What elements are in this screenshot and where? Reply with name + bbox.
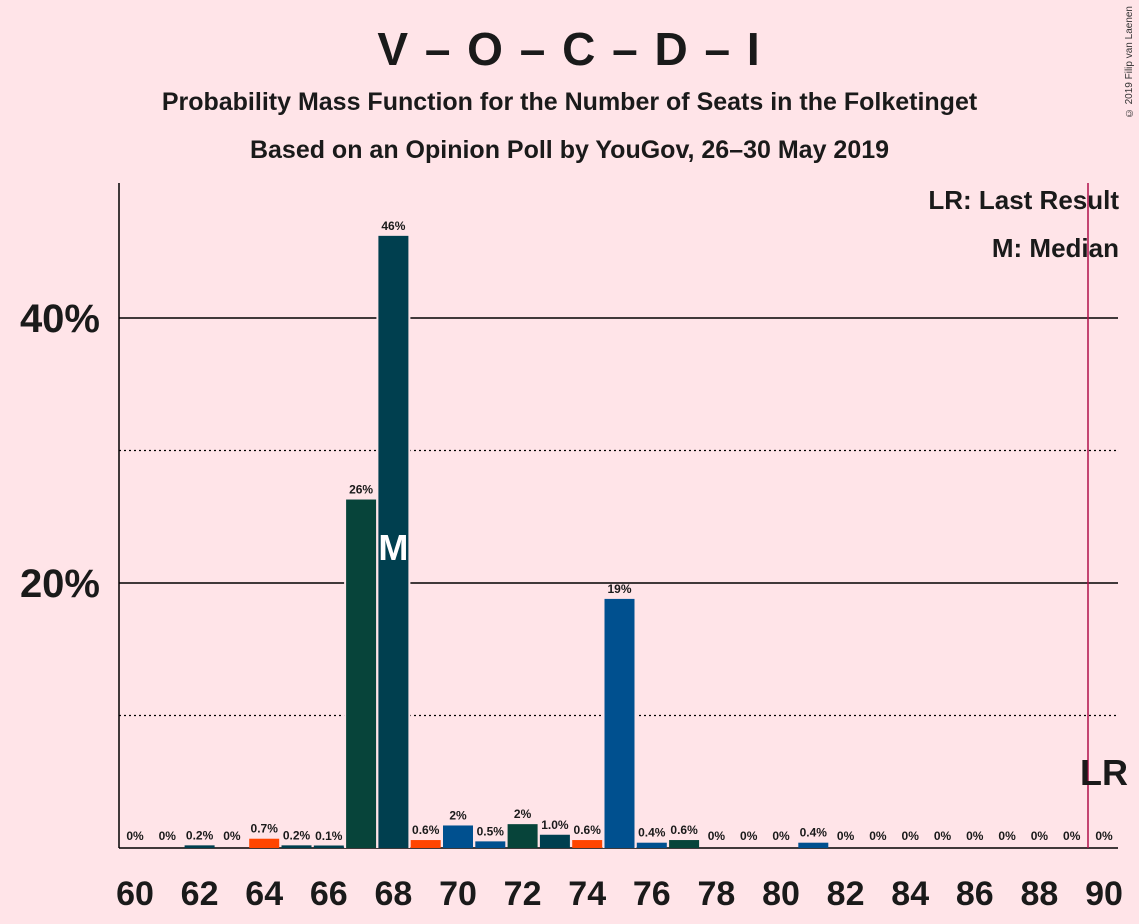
- bar: [410, 840, 441, 848]
- data-label: 0%: [159, 829, 177, 843]
- bar: [636, 842, 667, 848]
- data-label: 0.5%: [477, 824, 505, 838]
- bar: [475, 841, 506, 848]
- data-label: 0%: [1031, 829, 1049, 843]
- x-tick-label: 88: [1020, 875, 1058, 913]
- data-label: 0%: [772, 829, 790, 843]
- x-tick-label: 68: [374, 875, 412, 913]
- bar: [572, 840, 603, 848]
- data-label: 0.4%: [638, 826, 666, 840]
- bar: [443, 825, 473, 848]
- data-label: 19%: [607, 582, 631, 596]
- data-label: 0.4%: [800, 826, 828, 840]
- median-marker: M: [378, 527, 408, 568]
- data-label: 26%: [349, 483, 373, 497]
- data-label: 0%: [902, 829, 920, 843]
- x-tick-label: 66: [310, 875, 348, 913]
- data-label: 0.7%: [251, 822, 279, 836]
- data-label: 0%: [708, 829, 726, 843]
- data-label: 0.6%: [574, 823, 602, 837]
- x-tick-label: 78: [697, 875, 735, 913]
- chart-title: V – O – C – D – I: [377, 23, 762, 75]
- y-tick-label: 20%: [20, 562, 100, 606]
- data-label: 0%: [998, 829, 1016, 843]
- data-label: 46%: [381, 219, 405, 233]
- bar: [604, 598, 635, 848]
- bar: [669, 840, 700, 848]
- data-label: 0.6%: [670, 823, 698, 837]
- chart-subtitle-2: Based on an Opinion Poll by YouGov, 26–3…: [249, 136, 890, 164]
- data-label: 0.6%: [412, 823, 440, 837]
- bar: [281, 845, 312, 848]
- y-tick-label: 40%: [20, 297, 100, 341]
- x-tick-label: 84: [891, 875, 929, 913]
- data-label: 0%: [740, 829, 758, 843]
- x-tick-label: 74: [568, 875, 606, 913]
- data-label: 0%: [869, 829, 887, 843]
- bar: [346, 499, 377, 848]
- legend-last-result: LR: Last Result: [928, 185, 1119, 215]
- data-label: 0.1%: [315, 829, 343, 843]
- bar: [313, 845, 344, 848]
- bar: [184, 845, 215, 848]
- x-tick-label: 64: [245, 875, 283, 913]
- x-tick-label: 70: [439, 875, 477, 913]
- data-label: 0%: [1063, 829, 1081, 843]
- last-result-marker: LR: [1080, 752, 1128, 793]
- x-tick-label: 90: [1085, 875, 1123, 913]
- data-label: 0%: [934, 829, 952, 843]
- x-tick-label: 86: [956, 875, 994, 913]
- bar: [378, 235, 409, 849]
- data-label: 1.0%: [541, 818, 569, 832]
- legend-median: M: Median: [991, 233, 1119, 263]
- bar: [507, 824, 538, 848]
- data-label: 0.2%: [283, 828, 311, 842]
- x-tick-label: 76: [633, 875, 671, 913]
- bar: [798, 842, 829, 848]
- bar: [539, 834, 570, 848]
- x-tick-label: 60: [116, 875, 154, 913]
- data-label: 2%: [449, 808, 467, 822]
- chart-subtitle: Probability Mass Function for the Number…: [161, 88, 978, 116]
- x-tick-label: 80: [762, 875, 800, 913]
- x-tick-label: 72: [504, 875, 542, 913]
- x-tick-label: 82: [827, 875, 865, 913]
- bar: [249, 838, 280, 848]
- data-label: 0%: [966, 829, 984, 843]
- x-tick-label: 62: [181, 875, 219, 913]
- data-label: 0%: [837, 829, 855, 843]
- data-label: 0%: [126, 829, 144, 843]
- data-label: 0%: [223, 829, 241, 843]
- data-label: 0.2%: [186, 828, 214, 842]
- data-label: 0%: [1095, 829, 1113, 843]
- data-label: 2%: [514, 807, 532, 821]
